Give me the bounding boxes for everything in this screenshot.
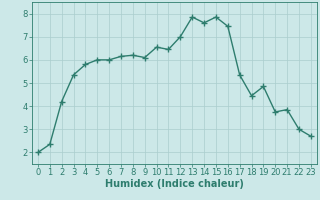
X-axis label: Humidex (Indice chaleur): Humidex (Indice chaleur) bbox=[105, 179, 244, 189]
